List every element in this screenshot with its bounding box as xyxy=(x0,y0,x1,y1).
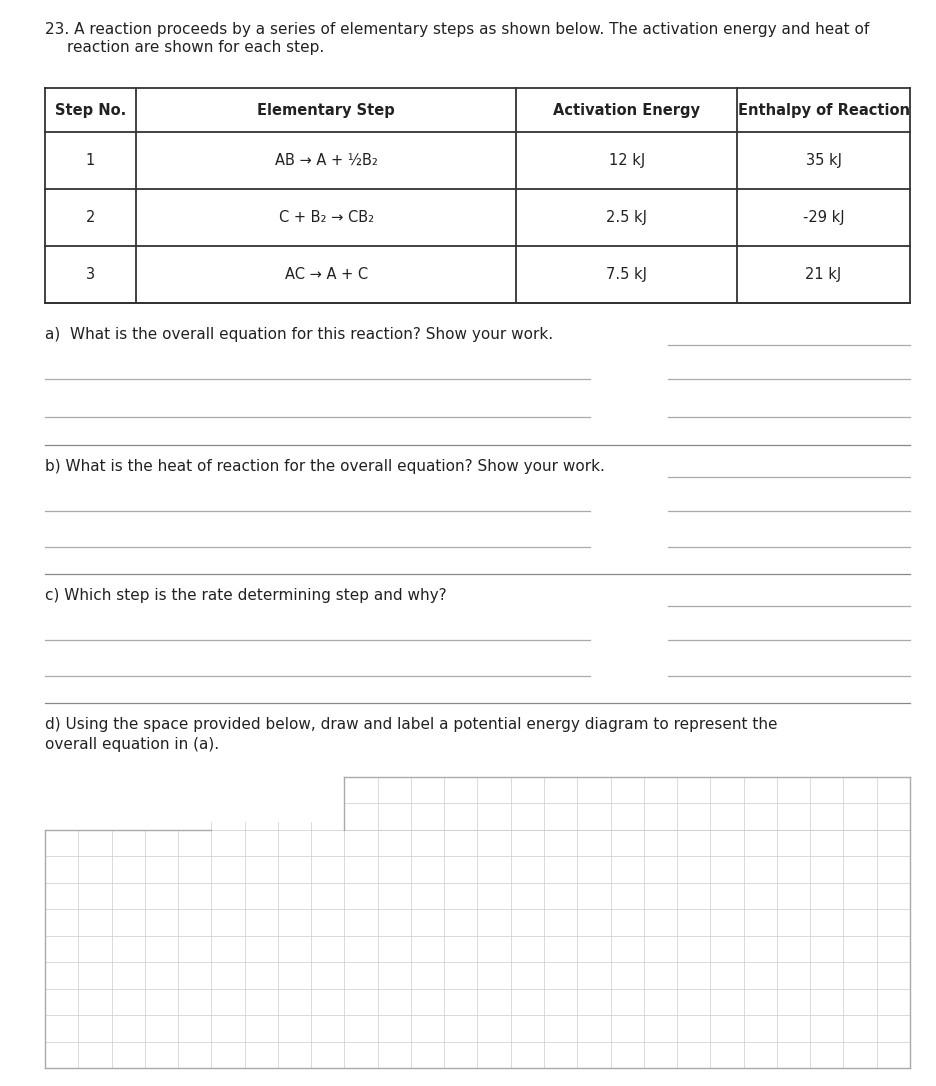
Text: 1: 1 xyxy=(86,153,95,168)
Text: Step No.: Step No. xyxy=(55,102,126,117)
Text: AC → A + C: AC → A + C xyxy=(285,267,368,282)
Text: 2.5 kJ: 2.5 kJ xyxy=(607,210,647,225)
Text: 23. A reaction proceeds by a series of elementary steps as shown below. The acti: 23. A reaction proceeds by a series of e… xyxy=(45,22,870,37)
Text: c) Which step is the rate determining step and why?: c) Which step is the rate determining st… xyxy=(45,588,446,603)
Bar xyxy=(212,776,344,830)
Text: C + B₂ → CB₂: C + B₂ → CB₂ xyxy=(279,210,373,225)
Text: 2: 2 xyxy=(86,210,95,225)
Text: overall equation in (a).: overall equation in (a). xyxy=(45,737,219,752)
Text: 35 kJ: 35 kJ xyxy=(806,153,841,168)
Text: AB → A + ½B₂: AB → A + ½B₂ xyxy=(274,153,377,168)
Text: a)  What is the overall equation for this reaction? Show your work.: a) What is the overall equation for this… xyxy=(45,327,553,342)
Bar xyxy=(45,88,910,303)
Text: 21 kJ: 21 kJ xyxy=(805,267,841,282)
Text: Enthalpy of Reaction: Enthalpy of Reaction xyxy=(738,102,910,117)
Text: d) Using the space provided below, draw and label a potential energy diagram to : d) Using the space provided below, draw … xyxy=(45,717,778,732)
Text: 12 kJ: 12 kJ xyxy=(608,153,645,168)
Text: Elementary Step: Elementary Step xyxy=(257,102,395,117)
Text: 3: 3 xyxy=(86,267,95,282)
Text: Activation Energy: Activation Energy xyxy=(553,102,700,117)
Text: b) What is the heat of reaction for the overall equation? Show your work.: b) What is the heat of reaction for the … xyxy=(45,459,605,473)
Text: 7.5 kJ: 7.5 kJ xyxy=(607,267,647,282)
Text: -29 kJ: -29 kJ xyxy=(803,210,844,225)
Text: reaction are shown for each step.: reaction are shown for each step. xyxy=(67,40,324,55)
